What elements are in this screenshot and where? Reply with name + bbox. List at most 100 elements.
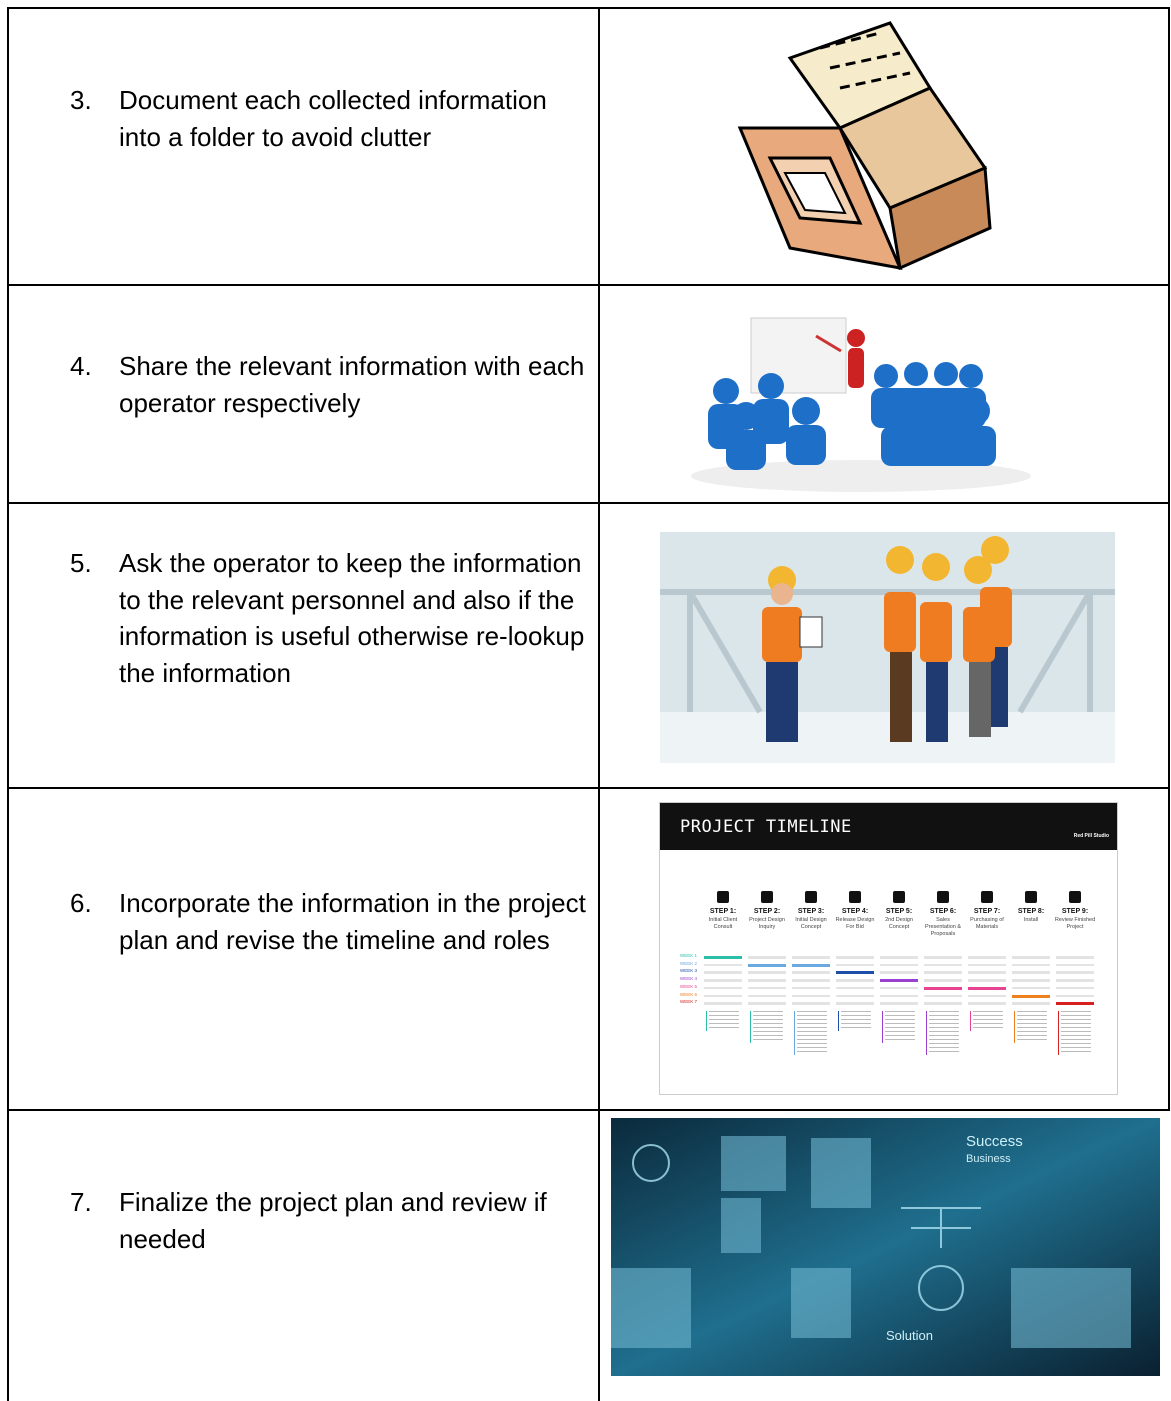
timeline-bar [924,963,962,967]
timeline-bar [880,986,918,990]
step-label: STEP 2: [753,908,781,915]
timeline-bar [1056,986,1094,990]
timeline-bar [924,971,962,974]
timeline-bar [1056,963,1094,967]
step-icon [849,891,861,903]
tech-word: Business [966,1153,1011,1165]
timeline-bar [880,963,918,967]
timeline-bar [880,994,918,997]
step-name: Install [1023,917,1039,923]
timeline-bar [792,956,830,959]
timeline-bar [968,994,1006,997]
timeline-header [660,803,1117,850]
item-text: Ask the operator to keep the information… [119,548,585,688]
step-name: 2nd Design Concept [885,917,913,930]
timeline-bar [924,956,962,959]
step-name: Release Design For Bid [835,917,875,930]
step-name: Purchasing of Materials [970,917,1004,930]
timeline-bar [748,979,786,982]
note-line [1014,1011,1015,1043]
note-text [709,1011,739,1031]
step-icon [717,891,729,903]
timeline-bar [1012,971,1050,974]
step-label: STEP 1: [709,908,737,915]
note-line [838,1011,839,1031]
note-text [929,1011,959,1055]
timeline-bar [1012,1002,1050,1005]
classroom-image [686,316,1036,492]
note-text [973,1011,1003,1031]
timeline-bar [1056,1002,1094,1006]
timeline-bar [968,986,1006,990]
file-drawer-image [737,21,992,271]
timeline-title: PROJECT TIMELINE [680,817,852,837]
timeline-image: PROJECT TIMELINE Red Pill Studio STEP 1:… [659,802,1118,1095]
step-label: STEP 4: [841,908,869,915]
timeline-bar [836,1002,874,1005]
solution-image: Success Business Solution [611,1118,1160,1376]
timeline-bar [792,971,830,974]
note-line [1058,1011,1059,1055]
item-text: Finalize the project plan and review if … [119,1187,547,1254]
step-label: STEP 3: [797,908,825,915]
step-name: Initial Design Concept [795,917,827,930]
step-name: Review Finished Project [1054,917,1096,930]
tech-word: Solution [886,1328,933,1343]
note-line [970,1011,971,1031]
timeline-bar [704,994,742,997]
timeline-bar [924,986,962,990]
item-number: 4. [70,351,92,381]
step-label: STEP 7: [973,908,1001,915]
timeline-bar [968,963,1006,967]
note-line [926,1011,927,1055]
border [8,1109,1170,1111]
timeline-bar [924,979,962,982]
note-line [794,1011,795,1055]
week-label: WEEK 5 [680,983,698,989]
timeline-bar [836,994,874,997]
timeline-bar [704,963,742,967]
border [8,502,1170,504]
timeline-bar [836,963,874,967]
timeline-bar [1056,971,1094,974]
step-label: STEP 5: [885,908,913,915]
timeline-bar [924,1002,962,1005]
item-number: 6. [70,888,92,918]
note-line [750,1011,751,1043]
timeline-bar [836,986,874,990]
timeline-bar [704,979,742,982]
timeline-bar [880,979,918,983]
note-line [882,1011,883,1043]
timeline-bar [792,994,830,997]
tech-word: Success [966,1133,1023,1150]
step-label: STEP 6: [929,908,957,915]
timeline-bar [748,986,786,990]
timeline-bar [1056,979,1094,982]
item-text: Share the relevant information with each… [119,351,585,418]
step-name: Project Design Inquiry [749,917,785,930]
timeline-bar [748,963,786,967]
step-name: Sales Presentation & Proposals [924,917,962,937]
timeline-bar [748,1002,786,1005]
note-text [885,1011,915,1043]
week-label: WEEK 4 [680,976,698,982]
timeline-bar [704,956,742,959]
item-text: Document each collected information into… [119,85,547,152]
timeline-bar [836,956,874,959]
timeline-bar [836,979,874,982]
note-text [753,1011,783,1043]
step-icon [805,891,817,903]
border [598,7,600,1401]
timeline-bar [1012,956,1050,959]
note-line [706,1011,707,1031]
step-icon [1025,891,1037,903]
timeline-bar [924,994,962,997]
timeline-bar [748,971,786,974]
step-label: STEP 9: [1061,908,1089,915]
week-label: WEEK 1 [680,953,698,958]
step-icon [893,891,905,903]
step-icon [937,891,949,903]
border [7,7,9,1401]
note-text [797,1011,827,1055]
